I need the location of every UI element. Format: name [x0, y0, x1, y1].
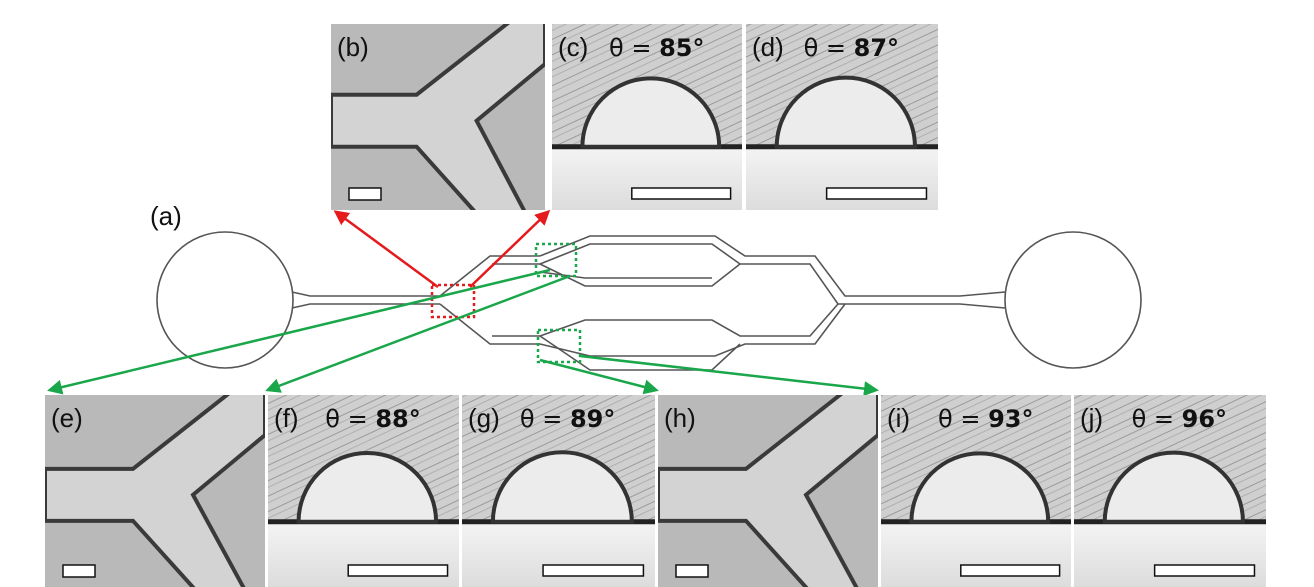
fluid-region: [552, 146, 742, 210]
panel-e-label: (e): [51, 403, 83, 433]
droplet-meniscus: [296, 450, 439, 524]
panel-f-label: (f): [274, 403, 299, 433]
fluid-region: [268, 521, 459, 587]
scale-bar: [631, 187, 732, 200]
arrow-to-b: [333, 210, 439, 289]
y-channel: [331, 24, 545, 210]
panel-b: (b): [331, 24, 545, 210]
arrow-to-f: [265, 274, 571, 393]
scale-bar: [825, 187, 928, 200]
panel-j-label: (j): [1080, 403, 1103, 433]
panel-e: (e): [45, 395, 265, 587]
fluid-region: [881, 521, 1071, 587]
channel-network: [156, 231, 1142, 371]
panel-g-theta: θ = 89°: [520, 405, 615, 433]
outlet-reservoir: [1004, 231, 1142, 369]
scale-bar: [542, 564, 645, 577]
panel-d: (d) θ = 87°: [746, 24, 938, 210]
fluid-region: [1074, 521, 1266, 587]
panel-g-label: (g): [468, 403, 500, 433]
panel-h-label: (h): [664, 403, 696, 433]
inlet-reservoir: [156, 231, 294, 369]
panel-j: (j) θ = 96°: [1074, 395, 1266, 587]
panel-c-label: (c): [558, 32, 588, 62]
panel-a-label: (a): [150, 201, 182, 231]
scale-bar: [1153, 564, 1256, 577]
fluid-region: [746, 146, 938, 210]
scale-bar: [62, 564, 96, 578]
droplet-meniscus: [580, 76, 722, 149]
arrow-to-c: [469, 209, 551, 288]
panel-i-theta: θ = 93°: [938, 405, 1033, 433]
scale-bar: [348, 187, 382, 201]
fluid-region: [462, 521, 655, 587]
droplet-meniscus: [909, 451, 1051, 524]
highlight-box-green-bottom: [536, 328, 582, 364]
panel-c-theta: θ = 85°: [609, 34, 704, 62]
scale-bar: [347, 564, 449, 577]
panel-i-label: (i): [887, 403, 910, 433]
panel-d-label: (d): [752, 32, 784, 62]
panel-f: (f) θ = 88°: [268, 395, 459, 587]
panel-c: (c) θ = 85°: [552, 24, 742, 210]
panel-j-theta: θ = 96°: [1132, 405, 1227, 433]
arrows: [47, 209, 879, 397]
panel-d-theta: θ = 87°: [804, 34, 899, 62]
droplet-meniscus: [774, 75, 917, 149]
y-channel: [658, 395, 878, 587]
micrograph-panels: (b) (c) θ = 85° (d) θ = 87° (e) (f) θ = 88° (g) θ…: [45, 24, 1266, 587]
arrow-to-e: [47, 268, 551, 395]
highlight-box-green-top: [534, 242, 578, 278]
panel-f-theta: θ = 88°: [325, 405, 420, 433]
scale-bar: [960, 564, 1061, 577]
y-channel: [45, 395, 265, 587]
panel-i: (i) θ = 93°: [881, 395, 1071, 587]
arrow-to-i: [579, 354, 879, 397]
panel-b-label: (b): [337, 32, 369, 62]
panel-h: (h): [658, 395, 878, 587]
scale-bar: [675, 564, 709, 578]
highlight-box-red: [430, 283, 476, 319]
arrow-to-h: [539, 358, 659, 395]
panel-g: (g) θ = 89°: [462, 395, 655, 587]
droplet-meniscus: [490, 450, 634, 524]
droplet-meniscus: [1102, 450, 1245, 524]
